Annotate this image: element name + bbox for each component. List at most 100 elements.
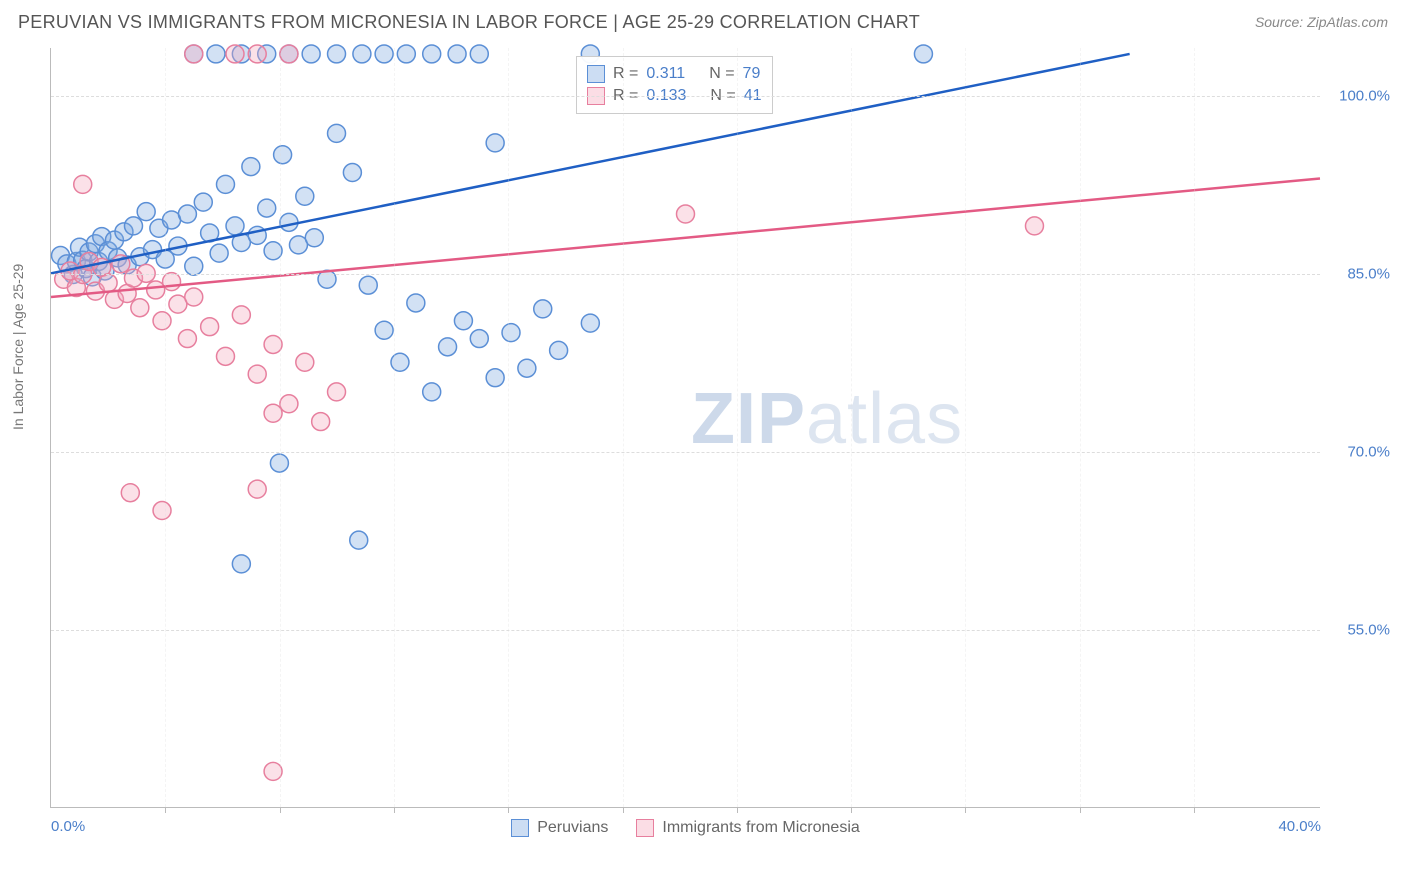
data-point bbox=[502, 324, 520, 342]
data-point bbox=[194, 193, 212, 211]
data-point bbox=[248, 480, 266, 498]
data-point bbox=[397, 45, 415, 63]
y-tick-label: 55.0% bbox=[1330, 621, 1390, 638]
plot-area: ZIPatlas R = 0.311 N = 79 R = 0.133 N = … bbox=[50, 48, 1320, 808]
x-tick-mark bbox=[1194, 807, 1195, 813]
stats-row-a: R = 0.311 N = 79 bbox=[587, 63, 762, 85]
data-point bbox=[353, 45, 371, 63]
gridline-h bbox=[51, 452, 1320, 453]
data-point bbox=[226, 217, 244, 235]
x-tick-label: 0.0% bbox=[51, 818, 85, 835]
chart-title: PERUVIAN VS IMMIGRANTS FROM MICRONESIA I… bbox=[18, 12, 920, 33]
gridline-v bbox=[965, 48, 966, 807]
data-point bbox=[131, 299, 149, 317]
gridline-v bbox=[851, 48, 852, 807]
x-tick-mark bbox=[1080, 807, 1081, 813]
data-point bbox=[454, 312, 472, 330]
gridline-v bbox=[1080, 48, 1081, 807]
data-point bbox=[274, 146, 292, 164]
data-point bbox=[210, 244, 228, 262]
data-point bbox=[153, 312, 171, 330]
data-point bbox=[423, 383, 441, 401]
x-tick-mark bbox=[165, 807, 166, 813]
x-tick-mark bbox=[623, 807, 624, 813]
data-point bbox=[375, 321, 393, 339]
data-point bbox=[407, 294, 425, 312]
x-tick-label: 40.0% bbox=[1278, 818, 1321, 835]
gridline-h bbox=[51, 630, 1320, 631]
x-tick-mark bbox=[280, 807, 281, 813]
stat-label: N = bbox=[709, 65, 734, 83]
data-point bbox=[439, 338, 457, 356]
data-point bbox=[232, 306, 250, 324]
data-point bbox=[216, 347, 234, 365]
data-point bbox=[201, 318, 219, 336]
gridline-v bbox=[1194, 48, 1195, 807]
data-point bbox=[1025, 217, 1043, 235]
swatch-peruvians-icon bbox=[587, 65, 605, 83]
data-point bbox=[448, 45, 466, 63]
data-point bbox=[178, 330, 196, 348]
stats-box: R = 0.311 N = 79 R = 0.133 N = 41 bbox=[576, 56, 773, 114]
data-point bbox=[153, 502, 171, 520]
legend-item-a: Peruvians bbox=[511, 819, 608, 837]
data-point bbox=[124, 217, 142, 235]
data-point bbox=[185, 257, 203, 275]
y-tick-label: 70.0% bbox=[1330, 443, 1390, 460]
data-point bbox=[137, 203, 155, 221]
swatch-peruvians-icon bbox=[511, 819, 529, 837]
legend: Peruvians Immigrants from Micronesia bbox=[51, 819, 1320, 837]
gridline-v bbox=[737, 48, 738, 807]
source-label: Source: ZipAtlas.com bbox=[1255, 14, 1388, 30]
data-point bbox=[248, 45, 266, 63]
data-point bbox=[185, 45, 203, 63]
x-tick-mark bbox=[508, 807, 509, 813]
data-point bbox=[328, 45, 346, 63]
data-point bbox=[581, 314, 599, 332]
data-point bbox=[296, 353, 314, 371]
data-point bbox=[677, 205, 695, 223]
legend-item-b: Immigrants from Micronesia bbox=[636, 819, 859, 837]
gridline-v bbox=[165, 48, 166, 807]
data-point bbox=[359, 276, 377, 294]
x-tick-mark bbox=[965, 807, 966, 813]
data-point bbox=[242, 158, 260, 176]
data-point bbox=[486, 134, 504, 152]
data-point bbox=[185, 288, 203, 306]
data-point bbox=[550, 341, 568, 359]
chart-svg bbox=[51, 48, 1320, 807]
y-axis-label: In Labor Force | Age 25-29 bbox=[10, 264, 26, 430]
y-tick-label: 100.0% bbox=[1330, 87, 1390, 104]
data-point bbox=[280, 213, 298, 231]
data-point bbox=[486, 369, 504, 387]
data-point bbox=[216, 175, 234, 193]
data-point bbox=[99, 274, 117, 292]
gridline-v bbox=[394, 48, 395, 807]
stat-label: R = bbox=[613, 65, 638, 83]
y-tick-label: 85.0% bbox=[1330, 265, 1390, 282]
data-point bbox=[207, 45, 225, 63]
x-tick-mark bbox=[394, 807, 395, 813]
data-point bbox=[226, 45, 244, 63]
data-point bbox=[280, 395, 298, 413]
data-point bbox=[328, 124, 346, 142]
data-point bbox=[232, 555, 250, 573]
data-point bbox=[423, 45, 441, 63]
gridline-h bbox=[51, 96, 1320, 97]
x-tick-mark bbox=[851, 807, 852, 813]
data-point bbox=[914, 45, 932, 63]
data-point bbox=[248, 365, 266, 383]
stat-value-r-a: 0.311 bbox=[646, 65, 685, 83]
data-point bbox=[302, 45, 320, 63]
legend-label: Immigrants from Micronesia bbox=[662, 819, 859, 837]
data-point bbox=[312, 413, 330, 431]
data-point bbox=[343, 164, 361, 182]
data-point bbox=[470, 330, 488, 348]
data-point bbox=[296, 187, 314, 205]
stat-value-n-a: 79 bbox=[743, 65, 761, 83]
data-point bbox=[74, 175, 92, 193]
data-point bbox=[178, 205, 196, 223]
data-point bbox=[258, 199, 276, 217]
data-point bbox=[280, 45, 298, 63]
data-point bbox=[305, 229, 323, 247]
